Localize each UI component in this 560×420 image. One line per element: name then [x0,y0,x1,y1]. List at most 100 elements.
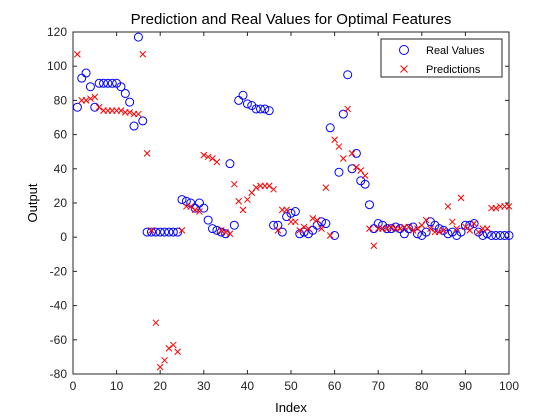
y-tick-label: -80 [50,367,68,381]
real-value-point [299,227,309,237]
x-tick-label: 10 [110,379,124,393]
prediction-point [357,167,365,174]
real-value-point [373,219,383,229]
prediction-point [475,228,482,236]
real-value-point [81,68,91,78]
real-value-point [199,203,209,213]
real-value-point [251,104,261,114]
y-tick-label: -60 [50,333,68,347]
legend-marker-real-values [399,45,409,55]
prediction-point [483,225,491,233]
legend-marker-predictions [400,65,408,73]
prediction-point [196,208,203,215]
prediction-point [152,319,160,327]
real-value-point [99,78,109,88]
real-value-point [255,104,265,114]
prediction-point [95,103,103,111]
prediction-point [161,356,168,364]
prediction-point [470,220,478,227]
prediction-point [165,344,173,352]
prediction-point [361,172,369,179]
prediction-point [135,110,142,118]
prediction-point [204,153,212,161]
real-value-point [264,106,274,116]
legend: Real Values Predictions [380,38,503,78]
real-value-point [260,104,270,114]
real-value-point [334,167,344,177]
prediction-point [187,203,195,210]
prediction-point [492,204,500,212]
prediction-point [274,227,282,234]
real-value-point [482,229,492,239]
real-value-point [460,220,470,230]
prediction-point [466,227,474,234]
prediction-point [169,341,177,349]
legend-label-predictions: Predictions [426,64,481,76]
x-tick-label: 70 [372,379,386,393]
real-value-point [273,220,283,230]
prediction-point [348,150,356,157]
real-value-point [242,99,252,109]
real-value-point [269,220,279,230]
prediction-point [440,227,447,234]
x-tick-label: 60 [328,379,342,393]
real-value-point [343,70,353,80]
real-value-point [155,227,165,237]
prediction-point [453,225,461,233]
real-value-point [225,159,235,169]
real-value-point [364,200,374,210]
x-tick-label: 100 [499,379,519,393]
y-tick-label: 60 [54,128,68,142]
y-tick-label: 120 [47,25,67,39]
prediction-point [505,203,513,210]
real-value-point [72,102,82,112]
prediction-point [292,218,299,226]
prediction-point [462,223,469,231]
x-tick-label: 50 [284,379,298,393]
prediction-point [339,155,347,162]
prediction-point [213,158,221,166]
real-value-point [164,227,174,237]
real-value-point [94,78,104,88]
prediction-point [318,225,325,233]
prediction-point [270,185,277,193]
prediction-point [283,206,290,214]
real-value-point [487,230,497,240]
real-value-point [234,95,244,105]
y-tick-label: 20 [54,196,68,210]
prediction-point [418,221,426,229]
real-value-point [129,121,139,131]
real-value-point [421,227,431,237]
real-value-point [138,116,148,126]
real-value-point [347,164,357,174]
x-tick-label: 30 [197,379,211,393]
data-marks [72,32,514,371]
axis-ticks: 0 10 20 30 40 50 60 70 80 90 100 -80 -60 -40 -20 0 20 40 6… [47,25,519,393]
prediction-point [322,184,330,191]
prediction-point [178,227,186,234]
prediction-point [366,225,373,233]
real-value-point [478,230,488,240]
prediction-point [200,151,208,159]
prediction-point [235,197,243,205]
prediction-point [126,109,134,116]
real-value-point [133,32,143,42]
real-value-point [120,89,130,99]
x-tick-label: 40 [241,379,255,393]
legend-label-real-values: Real Values [426,45,485,57]
prediction-point [387,223,395,231]
real-value-point [168,227,178,237]
prediction-point [156,363,164,371]
real-value-point [151,227,161,237]
real-value-point [321,219,331,229]
prediction-point [409,227,417,234]
x-tick-label: 20 [154,379,168,393]
prediction-point [353,163,360,171]
prediction-point [87,95,94,103]
prediction-point [252,184,260,191]
real-value-point [360,179,370,189]
real-value-point [443,229,453,239]
real-value-point [404,224,414,234]
real-value-point [495,230,505,240]
